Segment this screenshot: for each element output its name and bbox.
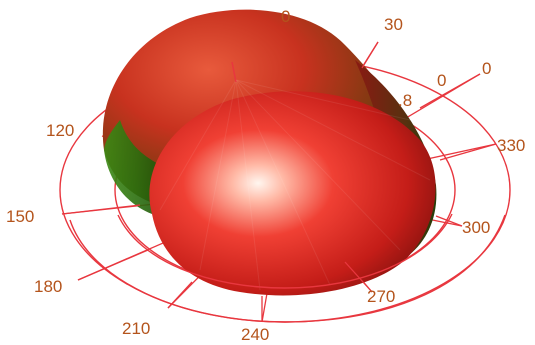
angle-label-inner-0: 0 [437, 71, 446, 90]
surface-apex-axis [231, 61, 237, 83]
surface-3d [102, 9, 437, 296]
spoke-180-front [77, 249, 149, 281]
angle-label-300: 300 [462, 218, 490, 237]
angle-labels: 30 0 0 .8 330 300 270 240 210 180 150 12… [6, 7, 525, 344]
angle-label-30: 30 [384, 15, 403, 34]
spoke-30-front [361, 41, 379, 69]
angle-label-0: 0 [482, 59, 491, 78]
spoke-210-front [167, 281, 193, 309]
spoke-150-front [61, 204, 141, 215]
angle-label-180: 180 [34, 277, 62, 296]
angle-label-270: 270 [367, 287, 395, 306]
grid-ring-middle-front [117, 213, 453, 289]
polar-grid-front [61, 41, 506, 323]
angle-label-partial-top: 0 [281, 7, 290, 26]
surface-front-lobe [149, 91, 436, 296]
spoke-300-front [435, 215, 463, 227]
grid-ring-outer-front [69, 214, 506, 323]
angle-label-210: 210 [122, 319, 150, 338]
angle-label-330: 330 [497, 136, 525, 155]
spoke-330-front [439, 143, 497, 161]
angle-label-inner-08: .8 [398, 91, 412, 110]
spoke-270-front [344, 261, 373, 293]
angle-label-240: 240 [241, 325, 269, 344]
spoke-0-front [419, 73, 481, 109]
surface-shading-lines [159, 79, 431, 291]
angle-label-150: 150 [6, 207, 34, 226]
angle-label-120: 120 [46, 121, 74, 140]
